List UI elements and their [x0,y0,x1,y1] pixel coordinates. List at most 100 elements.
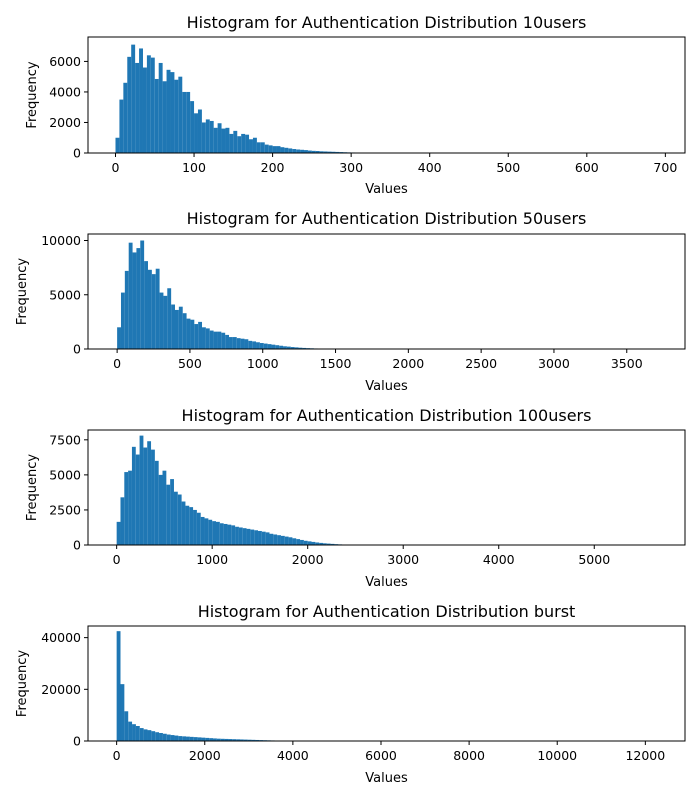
histogram-bar [124,472,129,545]
y-axis-label: Frequency [25,454,40,521]
histogram-bar [237,136,242,153]
histogram-bar [151,274,156,349]
histogram-bar [219,523,224,545]
y-tick-label: 4000 [49,84,81,99]
histogram-bar [147,730,152,741]
x-tick-label: 3000 [387,552,419,567]
x-tick-label: 12000 [625,748,665,763]
histogram-bar [194,324,199,349]
histogram-bar [243,739,248,741]
axes-frame [87,429,686,546]
histogram-bar [159,292,164,349]
histogram-bar [139,728,144,741]
histogram-bar [128,721,133,741]
histogram-bar [170,735,175,741]
histogram-bar [177,494,182,545]
histogram-bar [131,446,136,545]
axes-frame [87,233,686,350]
histogram-bar [294,347,299,349]
histogram-bar [196,512,201,545]
histogram-bar [307,150,312,153]
histogram-bar [240,338,245,349]
histogram-bar [209,120,214,153]
histogram-bar [277,535,281,545]
histogram-bar [174,79,179,153]
x-tick-label: 500 [496,160,520,175]
histogram-bar [158,474,163,545]
chart-panel-2: Histogram for Authentication Distributio… [15,209,686,394]
histogram-bar [252,341,257,349]
x-axis-label: Values [365,575,408,590]
histogram-bar [292,149,297,153]
histogram-bar [264,144,269,153]
histogram-bar [162,470,167,545]
y-tick-label: 40000 [41,630,81,645]
histogram-bar [147,441,152,545]
histogram-bar [217,331,222,349]
histogram-bar [197,109,202,153]
histogram-bar [159,732,163,741]
histogram-bar [178,76,183,153]
y-tick-label: 10000 [41,233,81,248]
histogram-bar [173,491,178,545]
histogram-bar [240,739,244,741]
histogram-bar [120,292,125,349]
histogram-bar [300,149,305,153]
histogram-bar [202,327,206,349]
histogram-bar [166,734,171,741]
histogram-bar [136,248,141,349]
chart-panel-3: Histogram for Authentication Distributio… [25,406,686,590]
histogram-bar [225,127,230,153]
histogram-bar [311,541,316,545]
histogram-bar [271,344,276,349]
x-tick-label: 6000 [365,748,397,763]
histogram-bar [162,81,167,153]
histogram-bar [140,240,145,349]
histogram-bar [231,525,236,545]
x-tick-label: 100 [182,160,206,175]
histogram-bar [221,128,226,153]
histogram-bar [252,137,257,153]
x-tick-label: 2000 [392,356,424,371]
histogram-bar [163,295,168,349]
histogram-bar [189,507,194,545]
histogram-bar [209,330,214,349]
histogram-bar [246,528,251,545]
histogram-bar [132,724,136,741]
histogram-bar [143,447,148,545]
histogram-bar [142,67,147,153]
histogram-bar [280,147,285,153]
histogram-bar [175,309,179,349]
histogram-bar [170,479,174,545]
histogram-bar [279,345,284,349]
histogram-bar [283,346,287,349]
histogram-bar [302,347,307,349]
histogram-bar [235,526,239,545]
histogram-bar [225,334,230,349]
histogram-bar [249,139,253,153]
histogram-bar [212,521,216,545]
y-tick-label: 2000 [49,115,81,130]
histogram-bar [167,288,172,349]
histogram-bar [269,533,274,545]
histogram-bar [217,123,222,153]
histogram-bar [232,739,237,741]
histogram-bar [216,521,220,545]
chart-panel-1: Histogram for Authentication Distributio… [25,13,686,197]
histogram-bar [275,345,280,349]
histogram-bar [276,146,281,153]
x-tick-label: 500 [178,356,202,371]
x-tick-label: 0 [112,160,120,175]
histogram-bar [296,539,301,545]
x-tick-label: 10000 [537,748,577,763]
x-tick-label: 400 [418,160,442,175]
chart-panel-4: Histogram for Authentication Distributio… [15,602,686,786]
histogram-bar [229,133,234,153]
x-tick-label: 0 [113,748,121,763]
x-tick-label: 200 [261,160,285,175]
histogram-bar [254,530,259,545]
histogram-bar [315,151,320,153]
x-tick-label: 4000 [277,748,309,763]
histogram-bar [216,738,221,741]
chart-title: Histogram for Authentication Distributio… [198,602,576,621]
